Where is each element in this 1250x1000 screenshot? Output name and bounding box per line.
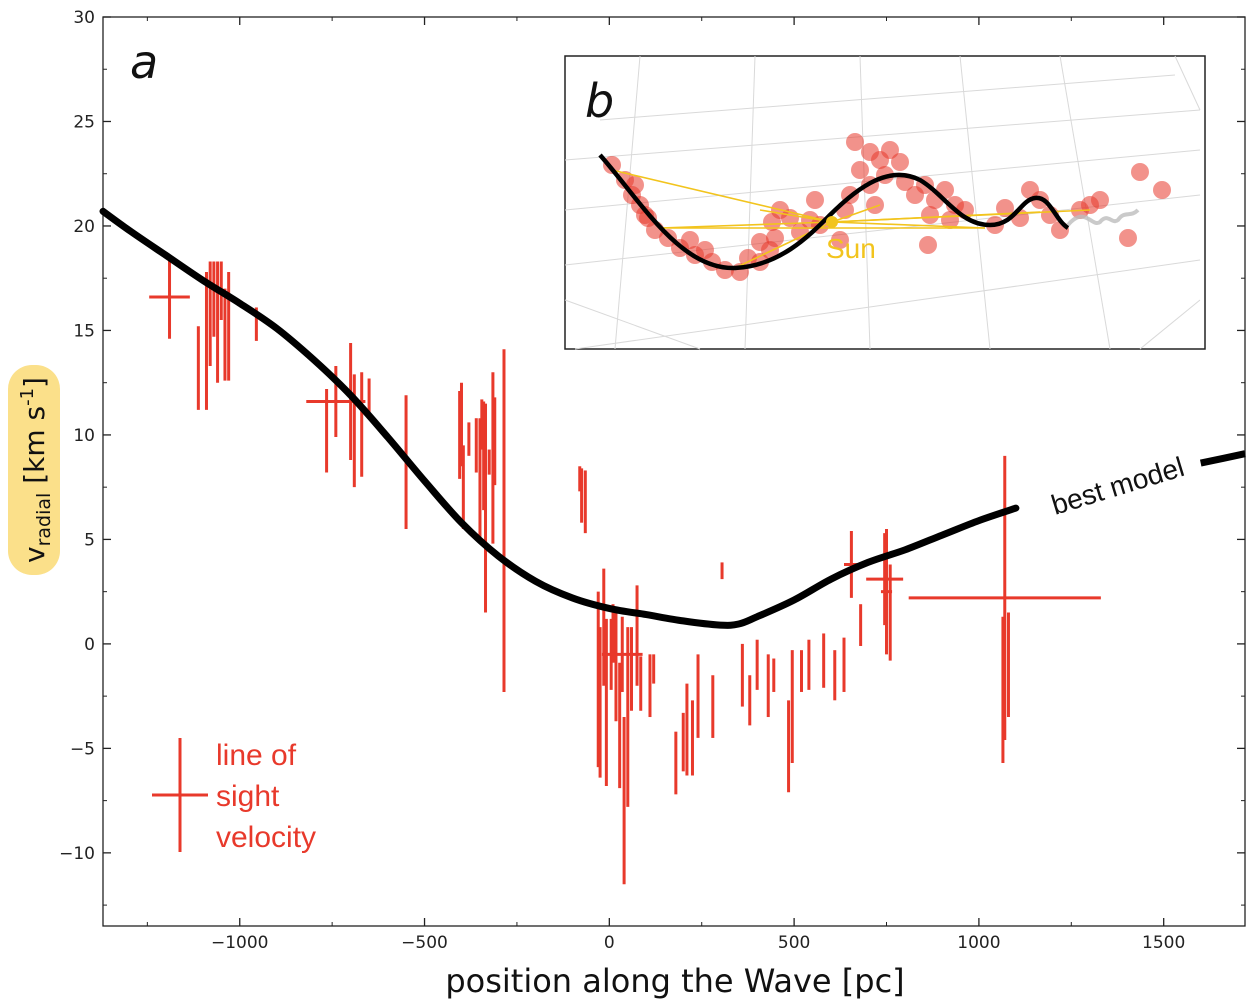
inset-point <box>1091 191 1109 209</box>
inset-point <box>1153 181 1171 199</box>
inset-point <box>1131 163 1149 181</box>
y-axis-label-sup: -1 <box>17 388 38 406</box>
sightline <box>759 209 833 223</box>
x-tick-label: −500 <box>401 933 448 953</box>
inset-grid-line <box>599 74 1176 121</box>
y-axis-label: vradial [km s-1] <box>17 377 55 563</box>
legend-label-line2: sight <box>216 780 280 813</box>
y-tick-label: 30 <box>73 8 95 28</box>
inset-point <box>866 196 884 214</box>
inset-point <box>766 229 784 247</box>
x-tick-label: 500 <box>778 933 810 953</box>
sightline <box>659 221 833 229</box>
y-ticks: −10 −5 0 5 10 15 20 25 30 <box>59 8 1245 906</box>
inset-point <box>846 133 864 151</box>
inset-point <box>696 241 714 259</box>
inset-grid-line <box>564 109 1201 161</box>
inset-point <box>806 191 824 209</box>
y-axis-label-group: vradial [km s-1] <box>8 365 60 575</box>
inset-grid-line <box>574 259 1201 350</box>
inset-point <box>739 249 757 267</box>
y-axis-label-sub: radial <box>33 493 55 547</box>
sightline <box>831 221 986 229</box>
y-tick-label: −10 <box>59 844 95 864</box>
y-tick-label: 20 <box>73 217 95 237</box>
sightline <box>831 204 881 223</box>
errorbar-point <box>866 533 904 626</box>
inset-wave-faded <box>1066 208 1140 227</box>
sun-label: Sun <box>826 233 876 264</box>
y-tick-label: 0 <box>84 635 95 655</box>
inset-point <box>751 233 769 251</box>
inset-point <box>831 231 849 249</box>
inset-point <box>1051 221 1069 239</box>
inset-point <box>891 153 909 171</box>
y-axis-label-highlight <box>8 365 60 575</box>
sightline <box>611 169 833 223</box>
y-tick-label: 5 <box>84 530 95 550</box>
panel-label-a: a <box>130 35 158 89</box>
y-tick-label: 15 <box>73 321 95 341</box>
y-axis-label-unit: [km s <box>18 406 51 493</box>
legend-label-line3: velocity <box>216 821 316 854</box>
inset-grid-line <box>859 55 871 350</box>
inset-grid-line <box>959 55 991 350</box>
inset-panel: Sun b <box>564 55 1206 350</box>
inset-point <box>1119 229 1137 247</box>
inset-wave <box>598 153 1070 271</box>
legend-label-line1: line of <box>216 739 297 772</box>
y-tick-label: 25 <box>73 112 95 132</box>
model-series <box>99 207 1246 629</box>
x-tick-label: 1000 <box>957 933 1000 953</box>
legend: line of sight velocity <box>152 738 316 854</box>
inset-grid-line <box>564 299 701 350</box>
x-tick-label: 1500 <box>1142 933 1185 953</box>
y-axis-label-main: v <box>18 546 51 563</box>
inset-point <box>681 231 699 249</box>
x-ticks: −1000 −500 0 500 1000 1500 <box>146 17 1185 953</box>
y-axis-label-close: ] <box>18 377 51 388</box>
y-tick-label: 10 <box>73 426 95 446</box>
inset-point <box>881 141 899 159</box>
x-tick-label: −1000 <box>211 933 269 953</box>
inset-grid-line <box>1174 55 1201 111</box>
inset-point <box>919 236 937 254</box>
inset-point <box>996 199 1014 217</box>
inset-grid-line <box>1139 299 1201 350</box>
errorbar-series <box>149 255 1101 885</box>
plot-frame <box>102 16 1246 927</box>
y-tick-label: −5 <box>70 739 95 759</box>
sun-marker <box>826 216 838 228</box>
panel-label-b: b <box>585 74 614 128</box>
inset-point <box>636 206 654 224</box>
errorbar-point <box>908 455 1101 741</box>
model-curve-tail <box>1199 450 1246 467</box>
model-curve <box>99 207 1020 629</box>
x-tick-label: 0 <box>604 933 615 953</box>
errorbar-point <box>149 255 190 339</box>
x-axis-label: position along the Wave [pc] <box>445 962 904 1000</box>
inset-point <box>851 161 869 179</box>
inset-point <box>921 206 939 224</box>
model-label: best model <box>1048 451 1188 521</box>
